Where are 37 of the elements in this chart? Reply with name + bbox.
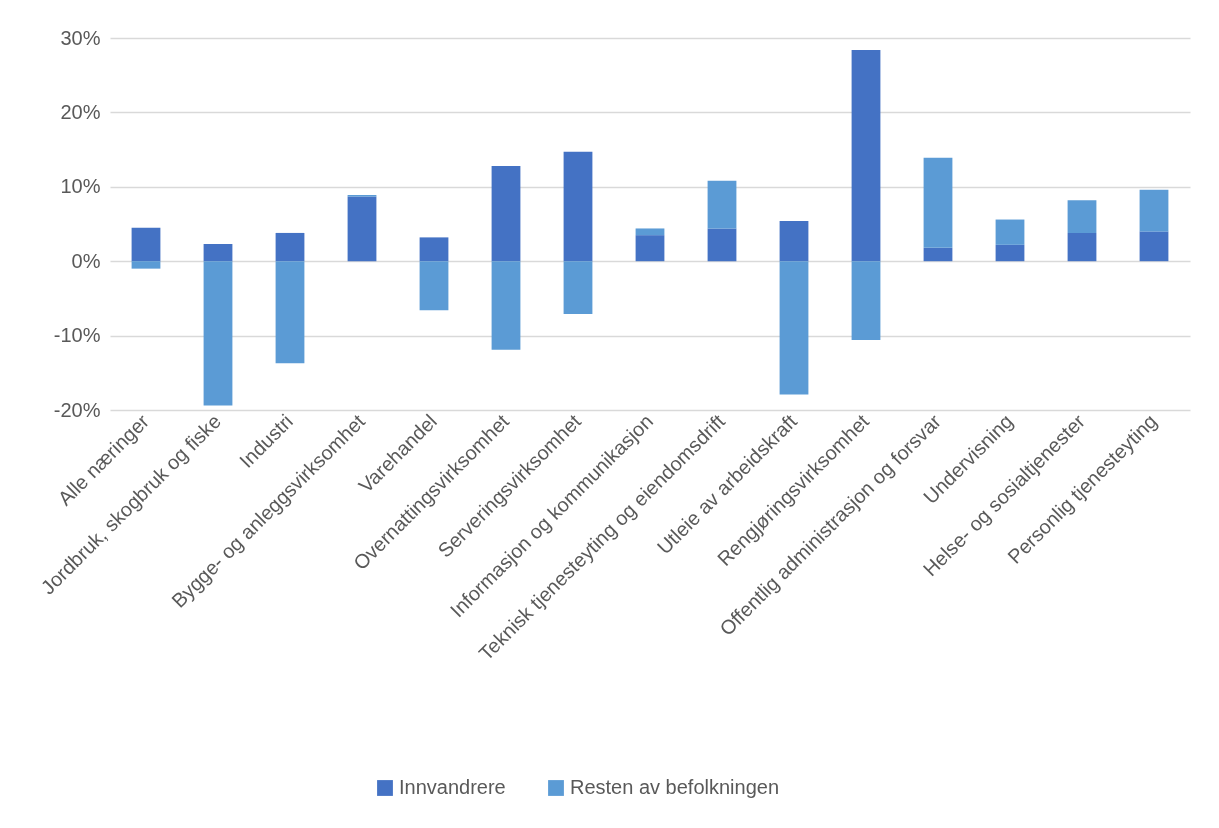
- bar: [635, 228, 665, 236]
- bar: [491, 165, 521, 262]
- bar: [851, 49, 881, 262]
- y-tick-label: 10%: [60, 175, 101, 198]
- bar: [563, 261, 593, 315]
- bar: [707, 228, 737, 262]
- y-tick-label: 20%: [60, 100, 101, 123]
- bar: [563, 151, 593, 262]
- bar: [491, 261, 521, 350]
- bar: [1139, 189, 1169, 232]
- bar: [779, 221, 809, 262]
- y-tick-label: 30%: [60, 26, 101, 49]
- legend-label: Innvandrere: [399, 776, 506, 798]
- bar: [275, 261, 305, 364]
- bar: [707, 180, 737, 229]
- y-tick-label: -10%: [53, 324, 101, 347]
- bar: [203, 244, 233, 262]
- bar: [131, 261, 161, 269]
- bar: [635, 235, 665, 262]
- bar: [419, 261, 449, 311]
- bar: [779, 261, 809, 395]
- bar: [131, 227, 161, 262]
- bar: [347, 196, 377, 262]
- bar: [1067, 232, 1097, 262]
- legend-label: Resten av befolkningen: [570, 776, 780, 798]
- bar: [923, 247, 953, 262]
- bar: [995, 219, 1025, 245]
- bar: [851, 261, 881, 341]
- y-tick-label: 0%: [71, 249, 101, 272]
- y-tick-label: -20%: [53, 398, 101, 421]
- bar: [923, 157, 953, 248]
- bar: [1067, 200, 1097, 233]
- bar: [275, 232, 305, 262]
- bar: [1139, 231, 1169, 262]
- bar: [419, 237, 449, 262]
- bar: [203, 261, 233, 406]
- bar: [995, 244, 1025, 262]
